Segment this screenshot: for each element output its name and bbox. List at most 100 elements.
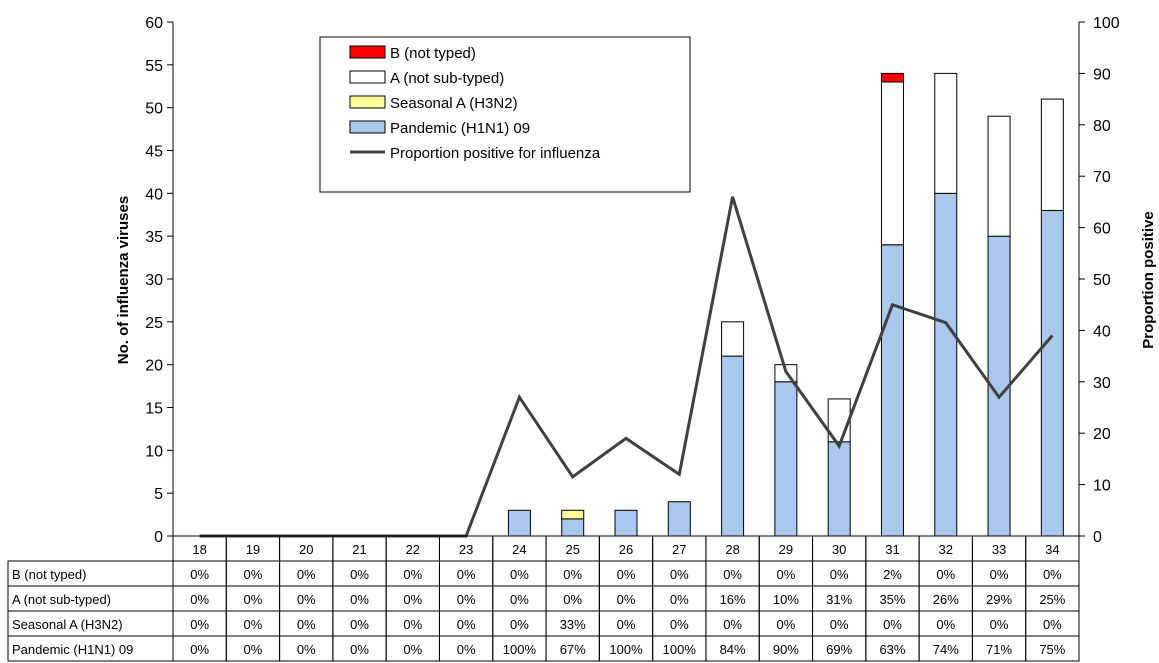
table-value: 0%: [244, 567, 263, 582]
table-header-label: 22: [406, 542, 420, 557]
table-header-label: 27: [672, 542, 686, 557]
table-value: 0%: [617, 617, 636, 632]
table-value: 0%: [830, 617, 849, 632]
table-value: 0%: [190, 617, 209, 632]
table-value: 0%: [563, 567, 582, 582]
table-value: 0%: [617, 567, 636, 582]
table-value: 0%: [244, 617, 263, 632]
y-tick-label: 10: [145, 443, 163, 460]
table-value: 63%: [879, 642, 905, 657]
table-value: 35%: [879, 592, 905, 607]
table-header-label: 31: [885, 542, 899, 557]
y-right-tick-label: 100: [1093, 15, 1120, 32]
legend-box: [319, 36, 691, 193]
y-right-tick-label: 90: [1093, 66, 1111, 83]
bar-segment: [667, 501, 691, 537]
table-value: 0%: [403, 567, 422, 582]
table-value: 25%: [1039, 592, 1065, 607]
table-value: 0%: [244, 642, 263, 657]
table-header-label: 33: [992, 542, 1006, 557]
proportion-line: [199, 196, 1054, 538]
y-tick-label: 0: [154, 529, 163, 546]
table-header-label: 18: [192, 542, 206, 557]
bar-segment: [934, 72, 958, 194]
table-header-label: 23: [459, 542, 473, 557]
table-header-label: 19: [246, 542, 260, 557]
bar-segment: [880, 72, 904, 83]
table-header-label: 29: [779, 542, 793, 557]
y-right-tick-label: 70: [1093, 169, 1111, 186]
bar-segment: [561, 509, 585, 520]
table-value: 33%: [560, 617, 586, 632]
bar-segment: [774, 381, 798, 537]
legend-label: B (not typed): [390, 45, 476, 62]
table-value: 0%: [510, 567, 529, 582]
data-table: 18 19 20 21 22 23 24 25 26 27 28 29 30 31 32 33 34 B (not…: [7, 535, 1080, 662]
legend-label: Pandemic (H1N1) 09: [390, 120, 530, 137]
table-value: 0%: [990, 567, 1009, 582]
legend-swatch: [349, 45, 386, 59]
bar-segment: [934, 192, 958, 537]
table-row-label: Pandemic (H1N1) 09: [12, 642, 133, 657]
y-tick-label: 55: [145, 58, 163, 75]
y-tick-label: 35: [145, 229, 163, 246]
legend-swatch: [349, 70, 386, 84]
table-value: 75%: [1039, 642, 1065, 657]
table-value: 0%: [830, 567, 849, 582]
table-value: 100%: [503, 642, 537, 657]
y-tick-label: 40: [145, 186, 163, 203]
table-header-label: 32: [939, 542, 953, 557]
table-value: 0%: [1043, 617, 1062, 632]
table-value: 0%: [936, 567, 955, 582]
bar-segment: [507, 509, 531, 537]
table-value: 0%: [190, 567, 209, 582]
table-header-label: 25: [565, 542, 579, 557]
table-value: 71%: [986, 642, 1012, 657]
table-value: 0%: [297, 617, 316, 632]
table-value: 67%: [560, 642, 586, 657]
table-value: 0%: [403, 617, 422, 632]
table-row-label: B (not typed): [12, 567, 86, 582]
table-value: 0%: [350, 567, 369, 582]
table-value: 10%: [773, 592, 799, 607]
table-value: 69%: [826, 642, 852, 657]
table-value: 84%: [720, 642, 746, 657]
table-value: 0%: [350, 642, 369, 657]
bar-segment: [561, 518, 585, 537]
y-axis-right-title: Proportion positive: [1140, 211, 1157, 349]
table-value: 74%: [933, 642, 959, 657]
legend-swatch: [349, 95, 386, 109]
table-header-label: 34: [1045, 542, 1059, 557]
y-right-tick-label: 40: [1093, 323, 1111, 340]
legend-label: Seasonal A (H3N2): [390, 95, 518, 112]
y-tick-label: 15: [145, 401, 163, 418]
table-header-label: 21: [352, 542, 366, 557]
table-header-label: 24: [512, 542, 526, 557]
table-value: 0%: [990, 617, 1009, 632]
table-value: 0%: [1043, 567, 1062, 582]
table-value: 0%: [776, 567, 795, 582]
table-value: 0%: [244, 592, 263, 607]
line-layer: [199, 196, 1054, 538]
table-value: 0%: [723, 617, 742, 632]
y-tick-label: 50: [145, 101, 163, 118]
table-value: 16%: [720, 592, 746, 607]
table-value: 100%: [663, 642, 697, 657]
table-value: 90%: [773, 642, 799, 657]
y-tick-label: 30: [145, 272, 163, 289]
y-right-tick-label: 50: [1093, 272, 1111, 289]
table-value: 0%: [297, 567, 316, 582]
table-row-label: A (not sub-typed): [12, 592, 111, 607]
y-tick-label: 25: [145, 315, 163, 332]
y-right-tick-label: 10: [1093, 478, 1111, 495]
table-value: 100%: [609, 642, 643, 657]
bar-segment: [614, 509, 638, 537]
table-value: 0%: [403, 642, 422, 657]
legend-swatch: [349, 120, 386, 134]
table-value: 0%: [350, 592, 369, 607]
bar-segment: [827, 441, 851, 537]
y-right-tick-label: 20: [1093, 426, 1111, 443]
y-tick-label: 45: [145, 144, 163, 161]
bar-segment: [987, 115, 1011, 237]
y-tick-label: 20: [145, 358, 163, 375]
